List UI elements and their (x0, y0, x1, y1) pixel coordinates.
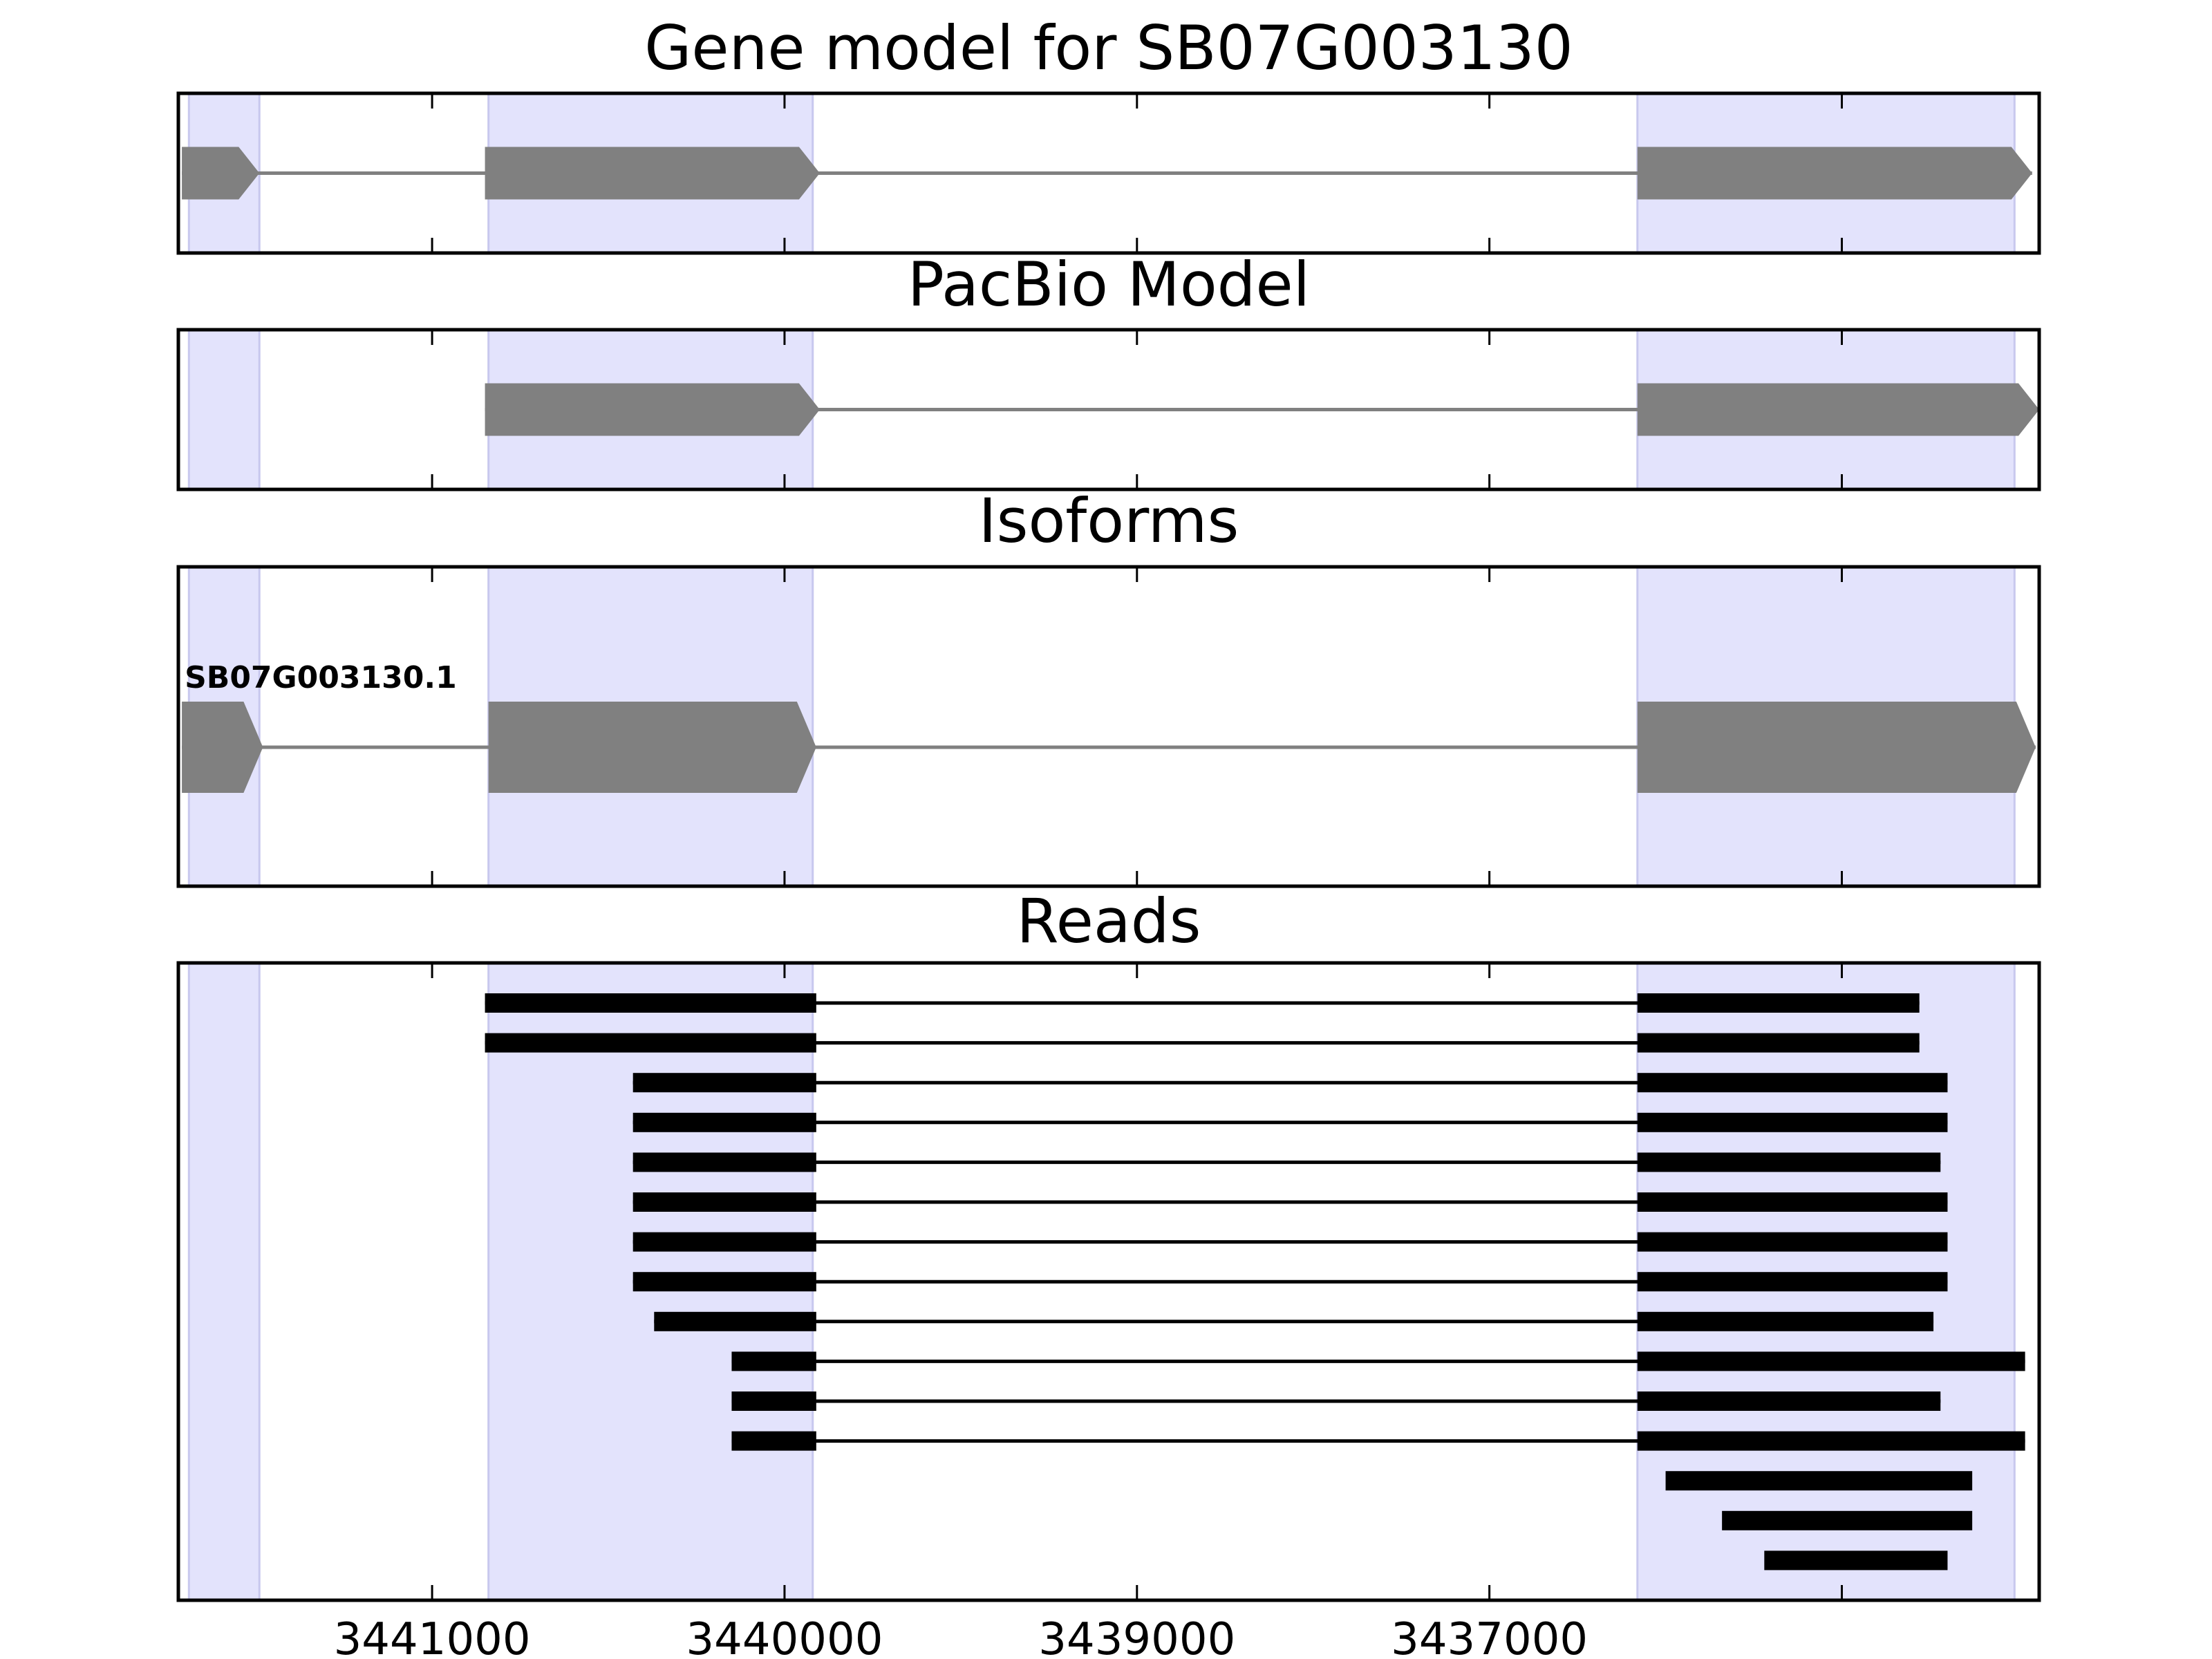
exon-block (1637, 147, 2032, 200)
gene-model-feature: SB07G003130.1 (182, 660, 2036, 793)
exon-block (485, 993, 816, 1013)
read-feature (632, 1272, 1948, 1292)
exon-block (1637, 1351, 2025, 1371)
panel-title: Reads (1017, 885, 1201, 957)
exon-block (632, 1112, 816, 1132)
panel-layer: Gene model for SB07G003130 PacBio Model Is… (176, 12, 2041, 1602)
exon-block (1637, 1152, 1941, 1172)
exon-block (1637, 1192, 1948, 1212)
exon-block (632, 1192, 816, 1212)
exon-block (731, 1391, 816, 1411)
exon-block (488, 702, 816, 793)
exon-block (1637, 993, 1920, 1013)
read-feature (1665, 1471, 1973, 1491)
exon-block (1637, 383, 2039, 436)
axes-frame (176, 328, 2041, 491)
exon-block (1637, 1311, 1934, 1331)
exon-block (485, 1033, 816, 1053)
exon-block (1637, 1033, 1920, 1053)
exon-block (1637, 1073, 1948, 1093)
panel-0: Gene model for SB07G003130 (176, 12, 2041, 255)
exon-block (1764, 1550, 1948, 1571)
exon-block (485, 383, 820, 436)
exon-block (632, 1073, 816, 1093)
panel-title: Isoforms (979, 485, 1239, 556)
x-tick-label: 3440000 (686, 1614, 883, 1659)
exon-block (182, 147, 260, 200)
x-tick-label: 3441000 (334, 1614, 531, 1659)
exon-block (632, 1272, 816, 1292)
exon-block (1637, 1391, 1941, 1411)
exon-block (1637, 1431, 2025, 1451)
read-feature (632, 1192, 1948, 1212)
exon-block (1637, 1232, 1948, 1252)
axes-frame (176, 91, 2041, 255)
read-feature (632, 1073, 1948, 1093)
read-feature (731, 1351, 2025, 1371)
x-tick-label: 3439000 (1038, 1614, 1235, 1659)
axes-frame (176, 961, 2041, 1602)
read-feature (654, 1311, 1934, 1331)
exon-block (1637, 1272, 1948, 1292)
read-feature (632, 1232, 1948, 1252)
read-feature (731, 1391, 1941, 1411)
exon-block (1665, 1471, 1973, 1491)
panel-title: PacBio Model (908, 249, 1310, 320)
exon-block (632, 1152, 816, 1172)
exon-block (485, 147, 820, 200)
exon-block (182, 702, 263, 793)
panel-title: Gene model for SB07G003130 (644, 12, 1573, 84)
axes-frame (176, 565, 2041, 888)
read-feature (1764, 1550, 1948, 1571)
read-feature (731, 1431, 2025, 1451)
exon-shade-region (187, 962, 261, 1602)
exon-block (1722, 1510, 1973, 1530)
exon-block (632, 1232, 816, 1252)
read-feature (485, 993, 1920, 1013)
gene-model-feature (182, 147, 2032, 200)
read-feature (1722, 1510, 1973, 1530)
panel-3: Reads (176, 885, 2041, 1602)
read-feature (632, 1152, 1941, 1172)
panel-1: PacBio Model (176, 249, 2041, 491)
read-feature (485, 1033, 1920, 1053)
exon-block (731, 1431, 816, 1451)
exon-shade-region (187, 328, 261, 491)
panel-2: Isoforms SB07G003130.1 (176, 485, 2041, 888)
gene-model-feature (485, 383, 2039, 436)
exon-block (1637, 1112, 1948, 1132)
x-tick-labels: 3441000 3440000 3439000 3437000 (334, 1614, 1588, 1659)
read-feature (632, 1112, 1948, 1132)
exon-block (731, 1351, 816, 1371)
x-tick-label: 3437000 (1391, 1614, 1588, 1659)
exon-block (1637, 702, 2036, 793)
exon-block (654, 1311, 816, 1331)
isoform-label: SB07G003130.1 (185, 660, 457, 695)
